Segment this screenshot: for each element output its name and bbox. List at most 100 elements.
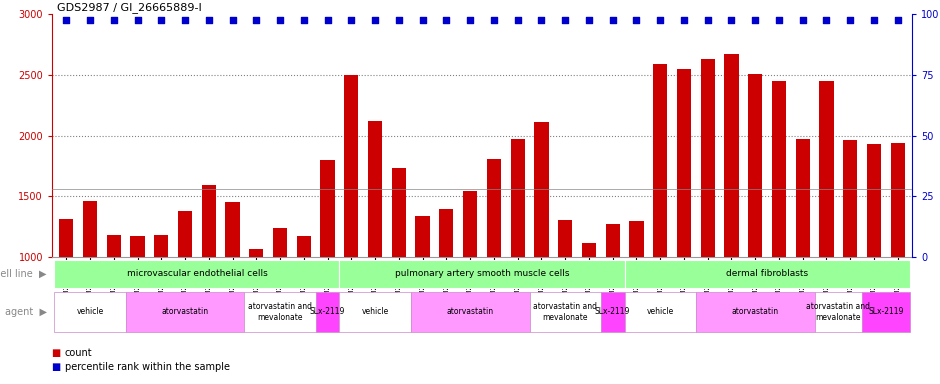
Text: agent  ▶: agent ▶ <box>5 307 47 317</box>
Bar <box>772 81 786 257</box>
Bar <box>696 292 815 332</box>
Bar <box>725 54 739 257</box>
Text: atorvastatin: atorvastatin <box>446 308 494 316</box>
Bar <box>339 260 624 288</box>
Bar <box>411 292 529 332</box>
Text: cell line  ▶: cell line ▶ <box>0 269 47 279</box>
Point <box>795 17 810 23</box>
Text: SLx-2119: SLx-2119 <box>595 308 631 316</box>
Point <box>819 17 834 23</box>
Bar <box>368 121 383 257</box>
Bar <box>59 219 73 257</box>
Bar <box>297 236 311 257</box>
Point <box>724 17 739 23</box>
Point <box>439 17 454 23</box>
Bar <box>321 160 335 257</box>
Bar <box>55 292 126 332</box>
Point <box>700 17 715 23</box>
Bar <box>316 292 339 332</box>
Point <box>581 17 596 23</box>
Bar <box>605 224 619 257</box>
Point <box>368 17 383 23</box>
Text: vehicle: vehicle <box>76 308 103 316</box>
Text: vehicle: vehicle <box>362 308 389 316</box>
Point <box>201 17 216 23</box>
Bar <box>106 235 121 257</box>
Bar <box>487 159 501 257</box>
Text: pulmonary artery smooth muscle cells: pulmonary artery smooth muscle cells <box>395 270 570 278</box>
Point <box>178 17 193 23</box>
Text: atorvastatin: atorvastatin <box>162 308 209 316</box>
Point <box>154 17 169 23</box>
Text: atorvastatin and
mevalonate: atorvastatin and mevalonate <box>533 302 597 322</box>
Bar <box>202 185 216 257</box>
Point <box>772 17 787 23</box>
Text: vehicle: vehicle <box>647 308 674 316</box>
Point <box>843 17 858 23</box>
Bar <box>83 201 97 257</box>
Text: count: count <box>65 348 93 358</box>
Bar <box>629 220 644 257</box>
Bar <box>867 144 881 257</box>
Bar <box>582 243 596 257</box>
Point <box>344 17 359 23</box>
Bar <box>529 292 601 332</box>
Bar <box>392 168 406 257</box>
Point <box>462 17 478 23</box>
Bar <box>653 64 667 257</box>
Bar <box>344 75 358 257</box>
Bar <box>601 292 624 332</box>
Text: dermal fibroblasts: dermal fibroblasts <box>726 270 808 278</box>
Text: percentile rank within the sample: percentile rank within the sample <box>65 362 230 372</box>
Bar <box>890 143 905 257</box>
Bar <box>415 216 430 257</box>
Point <box>629 17 644 23</box>
Bar <box>178 211 192 257</box>
Bar <box>244 292 316 332</box>
Bar <box>624 292 696 332</box>
Bar <box>126 292 244 332</box>
Bar <box>273 228 288 257</box>
Bar <box>154 235 168 257</box>
Text: SLx-2119: SLx-2119 <box>869 308 903 316</box>
Point <box>296 17 311 23</box>
Point <box>130 17 145 23</box>
Text: atorvastatin: atorvastatin <box>731 308 778 316</box>
Bar <box>624 260 910 288</box>
Text: ■: ■ <box>52 348 64 358</box>
Bar <box>700 59 714 257</box>
Bar <box>55 260 339 288</box>
Bar <box>862 292 910 332</box>
Point <box>605 17 620 23</box>
Bar <box>820 81 834 257</box>
Bar <box>558 220 572 257</box>
Point <box>890 17 905 23</box>
Point <box>83 17 98 23</box>
Bar <box>463 191 478 257</box>
Point <box>249 17 264 23</box>
Bar <box>677 69 691 257</box>
Point <box>486 17 501 23</box>
Bar <box>795 139 810 257</box>
Point <box>510 17 525 23</box>
Point <box>534 17 549 23</box>
Point <box>557 17 572 23</box>
Point <box>106 17 121 23</box>
Text: SLx-2119: SLx-2119 <box>310 308 345 316</box>
Bar <box>748 73 762 257</box>
Bar <box>534 122 549 257</box>
Point <box>391 17 406 23</box>
Bar <box>815 292 862 332</box>
Bar <box>339 292 411 332</box>
Point <box>58 17 73 23</box>
Point <box>415 17 431 23</box>
Bar <box>131 236 145 257</box>
Text: atorvastatin and
mevalonate: atorvastatin and mevalonate <box>248 302 312 322</box>
Bar <box>843 141 857 257</box>
Point <box>225 17 240 23</box>
Text: ■: ■ <box>52 362 64 372</box>
Bar <box>249 249 263 257</box>
Text: GDS2987 / GI_26665889-I: GDS2987 / GI_26665889-I <box>56 2 201 13</box>
Point <box>652 17 667 23</box>
Bar <box>439 209 453 257</box>
